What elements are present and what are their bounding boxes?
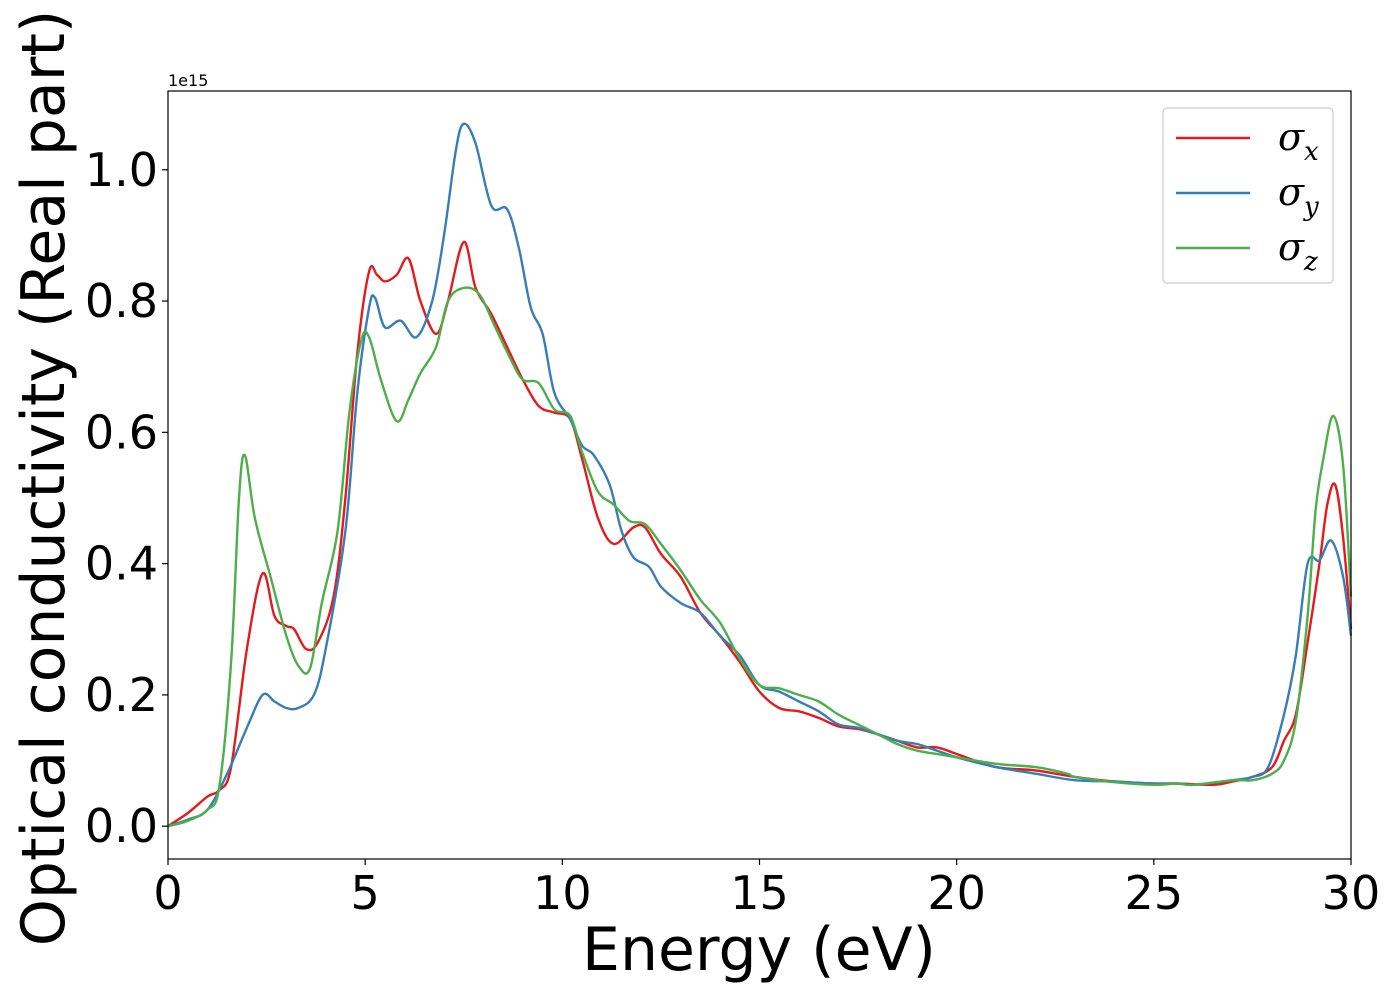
x-tick-label: 10 bbox=[533, 866, 592, 920]
x-axis-ticks: 0 5 10 15 20 25 30 bbox=[153, 859, 1380, 920]
legend-label-y: σy bbox=[1278, 170, 1319, 222]
x-tick-label: 30 bbox=[1322, 866, 1381, 920]
legend-label-z: σz bbox=[1278, 225, 1318, 277]
y-tick-label: 0.4 bbox=[85, 537, 158, 591]
series-line-z bbox=[167, 286, 1353, 828]
x-axis-title: Energy (eV) bbox=[582, 915, 936, 985]
y-axis-offset-label: 1e15 bbox=[168, 71, 208, 90]
y-tick-label: 0.2 bbox=[85, 668, 158, 722]
x-tick-label: 0 bbox=[153, 866, 182, 920]
y-tick-label: 0.0 bbox=[85, 799, 158, 853]
y-axis-ticks: 0.0 0.2 0.4 0.6 0.8 1.0 bbox=[85, 143, 168, 853]
legend-label-x: σx bbox=[1278, 115, 1319, 167]
y-tick-label: 0.6 bbox=[85, 405, 158, 459]
y-tick-label: 0.8 bbox=[85, 274, 158, 328]
x-tick-label: 5 bbox=[351, 866, 380, 920]
x-tick-label: 20 bbox=[927, 866, 986, 920]
x-tick-label: 25 bbox=[1125, 866, 1184, 920]
y-tick-label: 1.0 bbox=[85, 143, 158, 197]
y-axis-title: Optical conductivity (Real part) bbox=[9, 10, 79, 947]
series-layer bbox=[167, 122, 1353, 828]
x-tick-label: 15 bbox=[730, 866, 789, 920]
legend-box bbox=[1162, 107, 1334, 284]
